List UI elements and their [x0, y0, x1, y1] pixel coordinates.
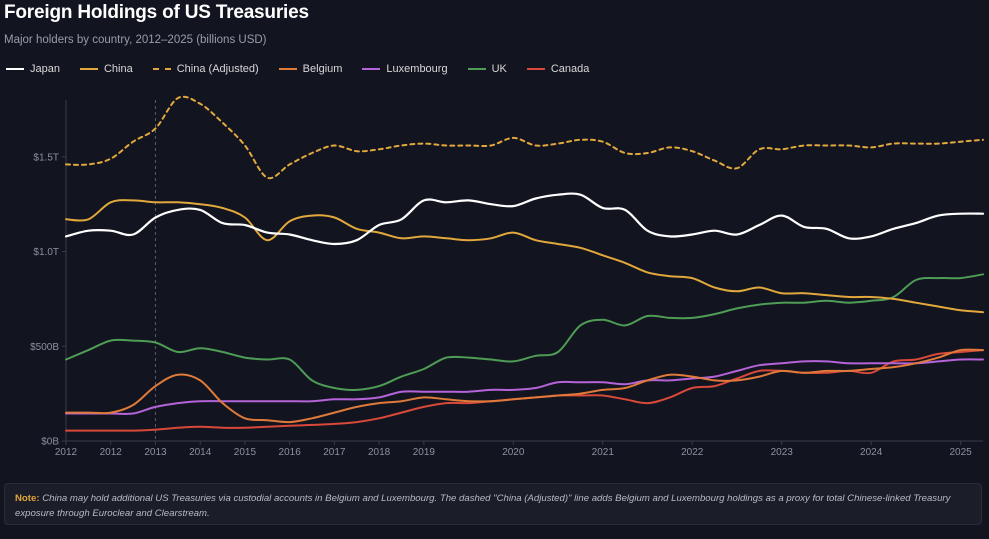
- legend-label: Belgium: [302, 63, 343, 75]
- y-tick-label: $0B: [41, 437, 59, 448]
- x-tick-label: 2012: [100, 447, 123, 458]
- note-label: Note:: [15, 493, 40, 504]
- x-tick-label: 2013: [144, 447, 167, 458]
- y-tick-label: $500B: [30, 342, 59, 353]
- legend-label: China (Adjusted): [176, 63, 259, 75]
- legend-item-uk[interactable]: UK: [467, 63, 507, 75]
- x-tick-label: 2014: [189, 447, 212, 458]
- legend-item-canada[interactable]: Canada: [526, 63, 590, 75]
- note-text: China may hold additional US Treasuries …: [15, 493, 951, 519]
- line-chart: $0B $500B $1.0T $1.5T 2012 2012 2013 2014 2015 20…: [30, 95, 985, 458]
- legend-swatch: [6, 68, 24, 70]
- legend-swatch: [467, 68, 486, 70]
- legend-swatch: [79, 68, 98, 70]
- x-tick-label: 2015: [234, 447, 257, 458]
- legend-item-china[interactable]: China: [79, 63, 133, 75]
- legend-item-japan[interactable]: Japan: [6, 63, 60, 75]
- legend-item-belgium[interactable]: Belgium: [278, 63, 343, 75]
- series-line-japan: [64, 192, 985, 246]
- legend-label: Luxembourg: [386, 63, 448, 75]
- x-tick-label: 2024: [860, 447, 883, 458]
- series-line-china-adjusted: [65, 95, 984, 180]
- series-line-china: [65, 199, 984, 314]
- y-tick-label: $1.0T: [33, 247, 59, 258]
- legend-swatch: [526, 68, 545, 70]
- legend-label: UK: [491, 63, 507, 75]
- x-tick-label: 2019: [413, 447, 436, 458]
- legend-label: China: [103, 63, 133, 75]
- series-line-belgium: [65, 348, 984, 424]
- legend-swatch: [278, 68, 297, 70]
- chart-legend: Japan China China (Adjusted) Belgium Luxembo…: [6, 63, 609, 75]
- legend-swatch: [152, 68, 171, 70]
- chart-title: Foreign Holdings of US Treasuries: [4, 2, 309, 23]
- x-tick-label: 2017: [323, 447, 346, 458]
- series-line-luxembourg: [65, 358, 984, 415]
- chart-subtitle: Major holders by country, 2012–2025 (bil…: [4, 34, 267, 46]
- x-tick-label: 2020: [502, 447, 525, 458]
- x-tick-label: 2018: [368, 447, 391, 458]
- x-tick-label: 2016: [279, 447, 302, 458]
- legend-item-china-adjusted[interactable]: China (Adjusted): [152, 63, 259, 75]
- legend-swatch: [362, 68, 381, 70]
- legend-item-luxembourg[interactable]: Luxembourg: [362, 63, 448, 75]
- x-tick-label: 2022: [681, 447, 704, 458]
- x-tick-label: 2023: [771, 447, 794, 458]
- legend-label: Canada: [550, 63, 590, 75]
- x-tick-label: 2025: [950, 447, 973, 458]
- y-tick-label: $1.5T: [33, 152, 59, 163]
- note-box: Note: China may hold additional US Treas…: [4, 483, 982, 525]
- legend-label: Japan: [30, 63, 60, 75]
- series-line-uk: [65, 273, 984, 391]
- x-tick-label: 2021: [592, 447, 615, 458]
- x-tick-label: 2012: [55, 447, 78, 458]
